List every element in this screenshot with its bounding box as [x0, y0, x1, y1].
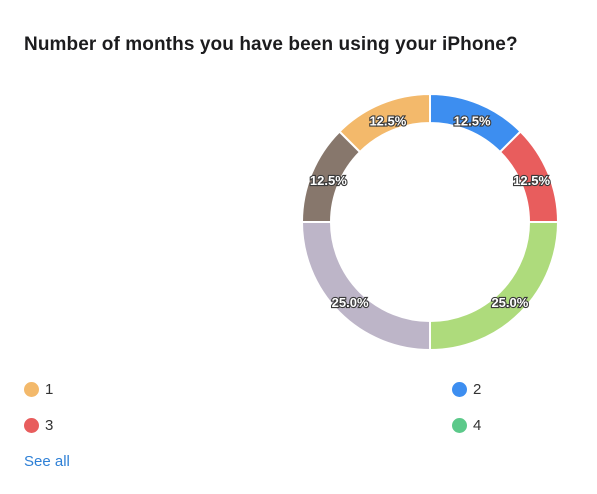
slice-label-1: 12.5%: [454, 113, 491, 128]
donut-slice-4[interactable]: [300, 221, 431, 352]
slice-label-5: 12.5%: [310, 173, 347, 188]
legend-item-3[interactable]: 3: [24, 417, 53, 434]
legend-label-3: 3: [45, 417, 54, 434]
slice-label-4: 25.0%: [332, 295, 369, 310]
slice-label-6: 12.5%: [369, 113, 406, 128]
donut-slice-6[interactable]: [338, 92, 431, 154]
legend-label-4: 4: [473, 417, 482, 434]
donut-slice-3[interactable]: [429, 221, 560, 352]
legend-swatch-4: [452, 418, 467, 433]
legend-item-4[interactable]: 4: [452, 417, 481, 434]
legend-swatch-3: [24, 418, 39, 433]
legend-label-2: 2: [473, 381, 482, 398]
slice-label-3: 25.0%: [491, 295, 528, 310]
legend-swatch-1: [24, 382, 39, 397]
chart-title: Number of months you have been using you…: [24, 34, 518, 55]
see-all-link[interactable]: See all: [24, 453, 70, 470]
legend-swatch-2: [452, 382, 467, 397]
legend-label-1: 1: [45, 381, 54, 398]
legend-item-1[interactable]: 1: [24, 381, 53, 398]
legend-item-2[interactable]: 2: [452, 381, 481, 398]
slice-label-2: 12.5%: [513, 173, 550, 188]
